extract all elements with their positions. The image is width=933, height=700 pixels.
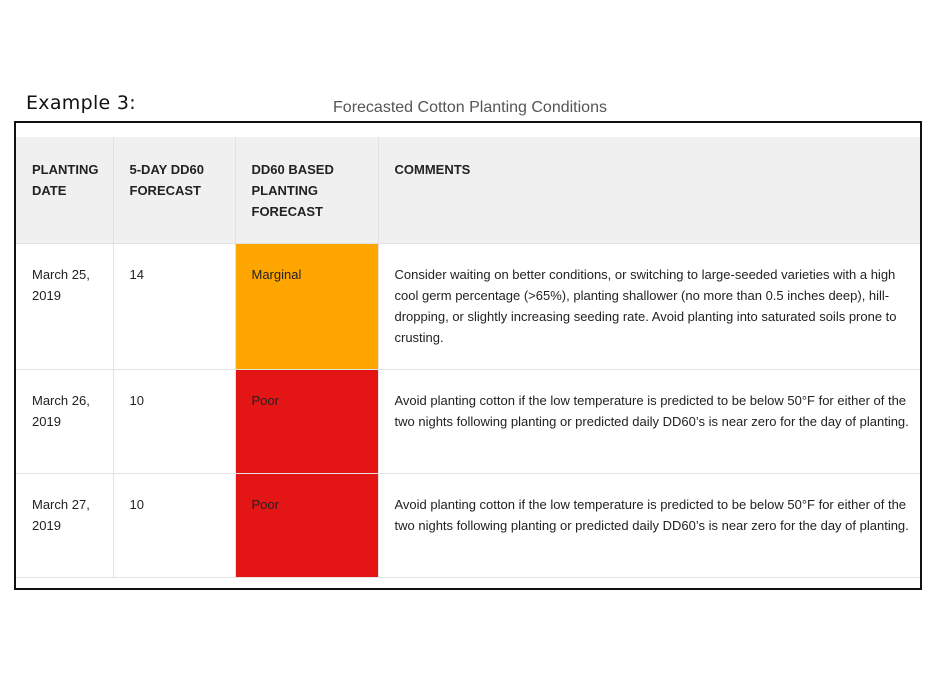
example-label: Example 3:	[26, 92, 136, 114]
cell-comment: Avoid planting cotton if the low tempera…	[394, 496, 909, 533]
cell-comment: Consider waiting on better conditions, o…	[394, 266, 897, 345]
table-row: March 27, 2019 10 Poor Avoid planting co…	[16, 473, 920, 577]
header-planting-date: PLANTING DATE	[16, 137, 114, 243]
planting-conditions-table: PLANTING DATE 5-DAY DD60 FORECAST DD60 B…	[16, 137, 920, 578]
cell-rating-marginal: Marginal	[235, 243, 379, 369]
table-row: March 25, 2019 14 Marginal Consider wait…	[16, 243, 920, 369]
table-row: March 26, 2019 10 Poor Avoid planting co…	[16, 369, 920, 473]
cell-planting-date: March 25, 2019	[16, 243, 114, 369]
cell-rating-poor: Poor	[235, 369, 379, 473]
table-frame: PLANTING DATE 5-DAY DD60 FORECAST DD60 B…	[14, 121, 922, 590]
header-5day-dd60-forecast: 5-DAY DD60 FORECAST	[113, 137, 236, 243]
table-title: Forecasted Cotton Planting Conditions	[333, 99, 607, 116]
cell-rating-poor: Poor	[235, 473, 379, 577]
cell-planting-date: March 27, 2019	[16, 473, 114, 577]
cell-comment: Avoid planting cotton if the low tempera…	[394, 392, 909, 429]
cell-dd60-forecast: 10	[113, 473, 236, 577]
cell-planting-date: March 26, 2019	[16, 369, 114, 473]
cell-dd60-forecast: 14	[113, 243, 236, 369]
table-header-row: PLANTING DATE 5-DAY DD60 FORECAST DD60 B…	[16, 137, 920, 243]
header-dd60-based-forecast: DD60 BASED PLANTING FORECAST	[235, 137, 379, 243]
cell-dd60-forecast: 10	[113, 369, 236, 473]
header-comments: COMMENTS	[394, 162, 471, 177]
